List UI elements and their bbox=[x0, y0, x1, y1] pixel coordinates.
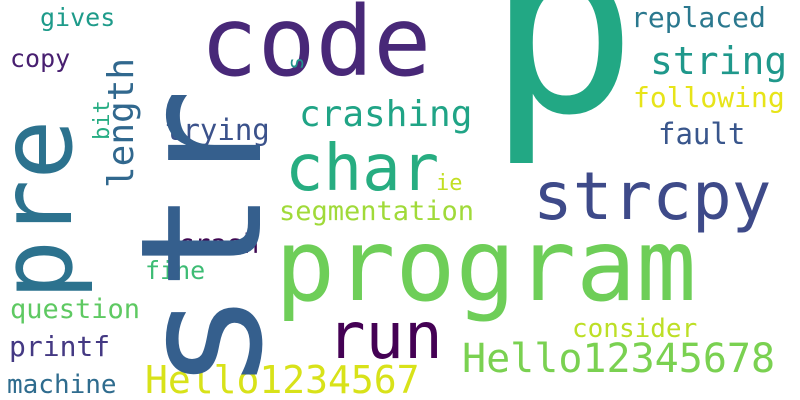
word-bit: bit bbox=[90, 100, 115, 140]
word-s: s bbox=[284, 56, 309, 70]
word-replaced: replaced bbox=[631, 1, 766, 34]
word-hello12345678: Hello12345678 bbox=[462, 336, 776, 382]
word-string: string bbox=[650, 39, 788, 83]
word-fine: fine bbox=[145, 256, 206, 285]
word-str: str bbox=[104, 88, 300, 392]
word-crashing: crashing bbox=[299, 94, 473, 135]
word-trying: trying bbox=[165, 113, 270, 147]
word-strcpy: strcpy bbox=[533, 158, 772, 235]
word-hello1234567: Hello1234567 bbox=[145, 358, 420, 400]
word-ie: ie bbox=[436, 171, 463, 196]
word-crash: crash bbox=[178, 229, 260, 260]
word-question: question bbox=[10, 294, 141, 325]
word-pre: pre bbox=[0, 119, 95, 300]
word-gives: gives bbox=[40, 3, 116, 32]
word-p: p bbox=[487, 0, 638, 170]
word-segmentation: segmentation bbox=[279, 196, 475, 227]
word-fault: fault bbox=[658, 117, 746, 151]
word-program: program bbox=[275, 207, 697, 324]
word-code: code bbox=[200, 0, 432, 98]
word-machine: machine bbox=[7, 370, 117, 400]
word-run: run bbox=[327, 300, 443, 374]
word-following: following bbox=[633, 81, 785, 114]
word-consider: consider bbox=[572, 314, 698, 344]
word-printf: printf bbox=[9, 330, 111, 363]
word-char: char bbox=[285, 132, 440, 206]
word-copy: copy bbox=[10, 44, 71, 73]
